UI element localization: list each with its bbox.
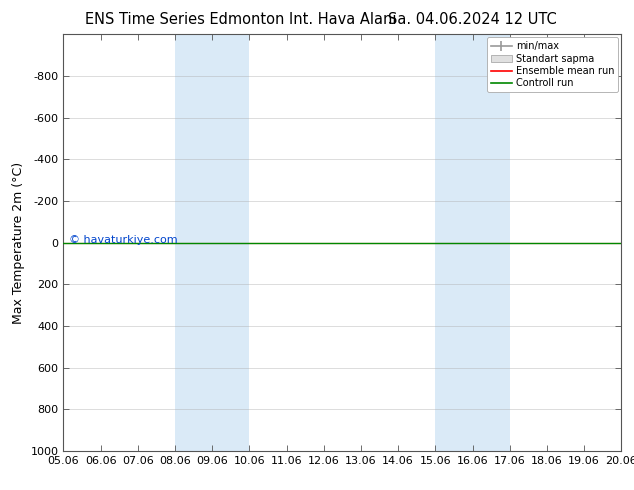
Bar xyxy=(436,34,510,451)
Text: Sa. 04.06.2024 12 UTC: Sa. 04.06.2024 12 UTC xyxy=(388,12,557,27)
Bar xyxy=(175,34,249,451)
Legend: min/max, Standart sapma, Ensemble mean run, Controll run: min/max, Standart sapma, Ensemble mean r… xyxy=(487,37,618,92)
Y-axis label: Max Temperature 2m (°C): Max Temperature 2m (°C) xyxy=(12,162,25,323)
Text: © havaturkiye.com: © havaturkiye.com xyxy=(69,236,178,245)
Text: ENS Time Series Edmonton Int. Hava Alanı: ENS Time Series Edmonton Int. Hava Alanı xyxy=(85,12,397,27)
